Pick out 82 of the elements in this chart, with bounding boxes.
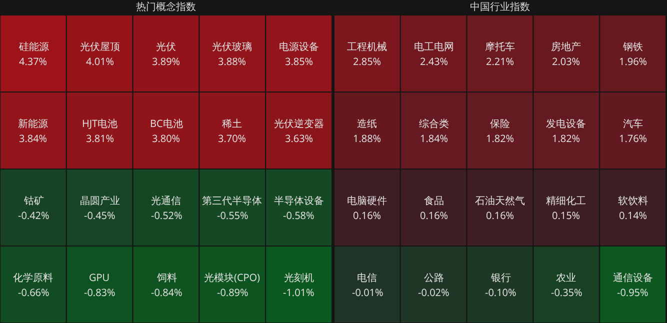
category-label: 摩托车 — [485, 39, 515, 53]
data-label: 0.14% — [619, 208, 648, 222]
text: 中国行业指数 — [470, 1, 530, 14]
data-label: 1.76% — [619, 131, 648, 145]
category-label: 造纸 — [357, 116, 377, 130]
category-label: 汽车 — [623, 116, 643, 130]
category-label: 通信设备 — [613, 270, 653, 284]
data-label: 3.63% — [285, 131, 314, 145]
category-label: 工程机械 — [347, 39, 387, 53]
category-label: 光伏 — [156, 39, 176, 53]
category-label: 发电设备 — [546, 116, 586, 130]
data-label: 1.96% — [619, 54, 648, 68]
category-label: 综合类 — [419, 116, 449, 130]
data-label: -0.95% — [617, 285, 648, 299]
category-label: 化学原料 — [13, 270, 53, 284]
data-label: 0.16% — [486, 208, 514, 222]
category-label: BC电池 — [150, 116, 183, 130]
category-label: 电源设备 — [279, 39, 319, 53]
data-label: 3.89% — [152, 54, 180, 68]
data-label: -0.55% — [217, 208, 248, 222]
category-label: 光伏逆变器 — [274, 116, 324, 130]
category-label: HJT电池 — [82, 116, 118, 130]
category-label: 光伏屋顶 — [80, 39, 120, 53]
category-label: 银行 — [490, 270, 511, 284]
data-label: 1.84% — [420, 131, 448, 145]
category-label: 饲料 — [156, 270, 177, 284]
data-label: 1.82% — [552, 131, 580, 145]
category-label: 农业 — [556, 270, 576, 284]
data-label: -0.35% — [551, 285, 582, 299]
category-label: 光刻机 — [284, 270, 314, 284]
category-label: 晶圆产业 — [80, 193, 120, 207]
data-label: -0.52% — [151, 208, 182, 222]
data-label: 2.03% — [552, 54, 580, 68]
data-label: 0.16% — [353, 208, 382, 222]
data-label: -1.01% — [283, 285, 314, 299]
category-label: 半导体设备 — [274, 193, 324, 207]
category-label: GPU — [89, 270, 110, 284]
category-label: 第三代半导体 — [202, 193, 262, 207]
category-label: 新能源 — [18, 116, 48, 130]
data-label: 0.16% — [420, 208, 448, 222]
category-label: 光通信 — [151, 193, 181, 207]
data-label: 4.37% — [19, 54, 48, 68]
data-label: 3.80% — [152, 131, 180, 145]
text: 热门概念指数 — [136, 1, 196, 14]
data-label: -0.84% — [151, 285, 182, 299]
category-label: 公路 — [424, 270, 444, 284]
data-label: 3.81% — [86, 131, 114, 145]
data-label: 4.01% — [86, 54, 114, 68]
data-label: -0.66% — [18, 285, 50, 299]
category-label: 钴矿 — [23, 193, 44, 207]
category-label: 电脑硬件 — [347, 193, 387, 207]
category-label: 光模块(CPO) — [204, 270, 260, 284]
data-label: 3.70% — [218, 131, 246, 145]
category-label: 软饮料 — [618, 193, 648, 207]
category-label: 精细化工 — [546, 193, 586, 207]
data-label: -0.89% — [217, 285, 248, 299]
category-label: 石油天然气 — [475, 193, 525, 207]
data-label: 1.82% — [486, 131, 514, 145]
data-label: 3.88% — [218, 54, 246, 68]
data-label: 1.88% — [353, 131, 382, 145]
data-label: 3.85% — [285, 54, 314, 68]
category-label: 电信 — [357, 270, 377, 284]
data-label: 2.21% — [486, 54, 514, 68]
data-label: 2.85% — [353, 54, 382, 68]
category-label: 稀土 — [222, 116, 242, 130]
category-label: 房地产 — [551, 39, 581, 53]
category-label: 保险 — [490, 116, 510, 130]
data-label: -0.58% — [283, 208, 314, 222]
category-label: 光伏玻璃 — [212, 39, 252, 53]
category-label: 硅能源 — [18, 39, 49, 53]
data-label: 2.43% — [420, 54, 448, 68]
data-label: -0.10% — [485, 285, 516, 299]
data-label: 0.15% — [552, 208, 580, 222]
data-label: -0.02% — [418, 285, 450, 299]
data-label: -0.83% — [84, 285, 116, 299]
category-label: 电工电网 — [414, 39, 454, 53]
data-label: -0.42% — [18, 208, 50, 222]
category-label: 钢铁 — [622, 39, 643, 53]
data-label: -0.01% — [352, 285, 384, 299]
data-label: -0.45% — [84, 208, 116, 222]
data-label: 3.84% — [19, 131, 48, 145]
category-label: 食品 — [424, 193, 444, 207]
